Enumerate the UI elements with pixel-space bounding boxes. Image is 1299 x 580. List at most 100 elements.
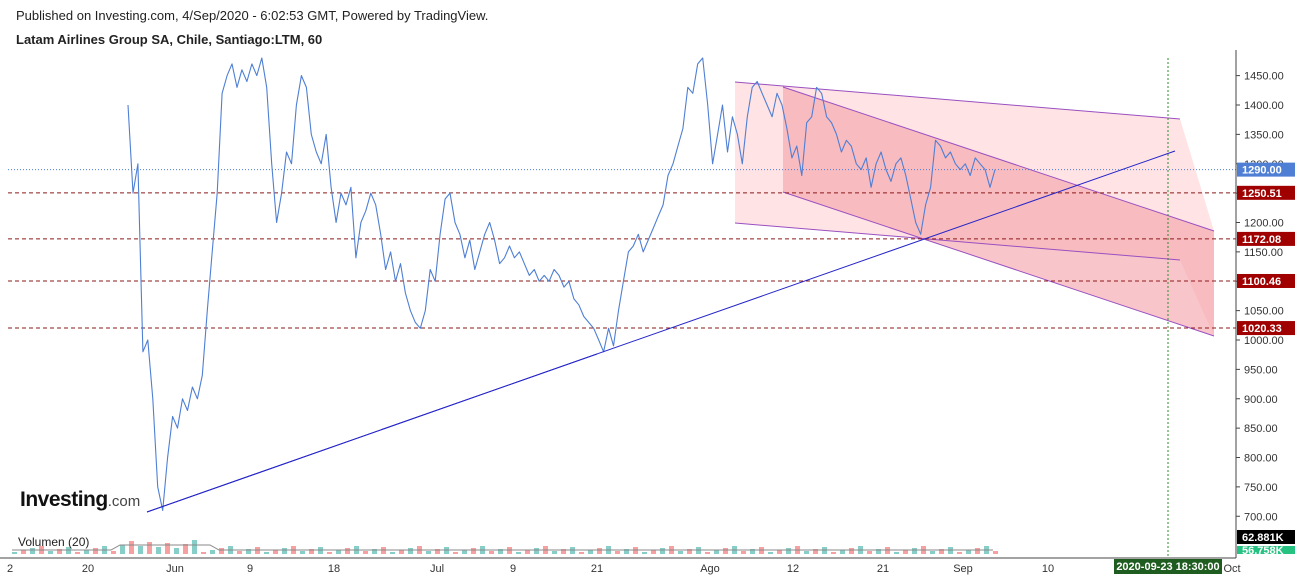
y-tick-label: 1150.00 [1244,247,1283,259]
level-tag-text: 1100.46 [1242,276,1281,288]
last-price-tag-bg [1237,162,1295,177]
volume-bar [408,548,413,554]
volume-bar [93,548,98,554]
volume-bar [174,548,179,554]
volume-bar [876,549,881,554]
volume-bar [363,551,368,554]
volume-bar [48,551,53,554]
y-tick-label: 1450.00 [1244,71,1284,83]
volume-bar [462,550,467,554]
volume-bar [147,542,152,554]
volume-bar [399,550,404,554]
volume-bar [939,549,944,554]
volume-bar [912,548,917,554]
volume-bar [498,549,503,554]
volume-bar [660,548,665,554]
volume-bar [237,551,242,554]
channel-boundary [782,191,1215,337]
volume-bar [813,549,818,554]
investing-logo: Investing.com [20,488,140,512]
volume-bar [84,550,89,554]
y-tick-label: 800.00 [1244,453,1278,465]
volume-bar [21,550,26,554]
x-tick-label: 21 [591,563,603,575]
logo-word: Investing [20,488,108,511]
volume-bar [336,550,341,554]
volume-bar [930,551,935,554]
level-tag-bg [1237,185,1295,200]
volume-bar [426,551,431,554]
volume-bar [651,550,656,554]
price-series [127,57,996,511]
volume-bar [561,549,566,554]
x-tick-label: Jun [166,563,184,575]
volume-bar [867,551,872,554]
volume-bar [705,552,710,554]
x-tick-label: Oct [1223,563,1240,575]
volume-bar [201,552,206,554]
volume-bar [156,547,161,554]
volume-bar [435,549,440,554]
y-tick-label: 700.00 [1244,511,1278,523]
channel-boundary [782,86,1215,232]
volume-bar [768,552,773,554]
volume-bar [327,552,332,554]
volume-bar [489,551,494,554]
y-tick-label: 750.00 [1244,482,1278,494]
volume-ma-tag-bg [1237,546,1295,554]
y-tick-label: 1400.00 [1244,100,1284,112]
instrument-title: Latam Airlines Group SA, Chile, Santiago… [16,32,323,47]
volume-bar [165,543,170,554]
volume-ma-tag-text: 56.758K [1242,545,1284,557]
volume-bar [453,552,458,554]
x-tick-label: 9 [247,563,253,575]
volume-bar [894,552,899,554]
volume-bar [192,540,197,554]
volume-bar [345,548,350,554]
x-tick-label: 9 [510,563,516,575]
volume-bar [210,550,215,554]
date-tag-bg [1114,559,1222,574]
level-tag-bg [1237,273,1295,288]
volume-bar [975,548,980,554]
y-tick-label: 850.00 [1244,423,1278,435]
volume-bar [966,550,971,554]
volume-bar [111,551,116,554]
volume-bar [588,550,593,554]
level-tag-text: 1250.51 [1242,188,1282,200]
volume-bar [273,550,278,554]
volume-bar [957,552,962,554]
volume-bar [219,548,224,554]
volume-bar [390,552,395,554]
volume-bar [75,552,80,554]
volume-bar [993,551,998,554]
volume-bar [183,544,188,554]
price-line [127,57,996,511]
volume-bar [309,549,314,554]
volume-bar [723,548,728,554]
volume-bar [903,550,908,554]
volume-ma-line [12,544,993,551]
trend-lines [146,150,1176,513]
horizontal-levels [8,169,1236,329]
x-tick-label: 12 [787,563,799,575]
volume-bar [687,549,692,554]
x-tick-label: Jul [430,563,444,575]
volume-bar [282,548,287,554]
x-tick-label: 2 [7,563,13,575]
volume-bar [120,545,125,554]
y-tick-label: 1000.00 [1244,335,1284,347]
volume-tag-text: 62.881K [1242,532,1284,544]
volume-bar [57,549,62,554]
x-tick-label: 21 [877,563,889,575]
inner-channel-fill [783,87,1214,336]
volume-bar [831,552,836,554]
trend-channels [734,81,1215,337]
volume-label: Volumen (20) [18,535,90,549]
volume-bar [129,541,134,554]
volume-bar [642,552,647,554]
volume-bars [12,540,998,554]
level-tag-bg [1237,231,1295,246]
y-tick-label: 900.00 [1244,394,1278,406]
